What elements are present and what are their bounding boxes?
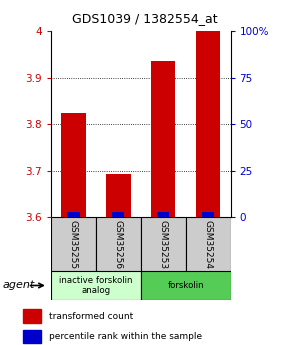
- Bar: [67, 212, 79, 217]
- Text: GSM35253: GSM35253: [159, 219, 168, 269]
- Bar: [51, 271, 141, 300]
- Text: transformed count: transformed count: [49, 312, 133, 321]
- Bar: [196, 31, 220, 217]
- Bar: [186, 217, 231, 271]
- Text: GSM35255: GSM35255: [69, 219, 78, 269]
- Text: inactive forskolin
analog: inactive forskolin analog: [59, 276, 133, 295]
- Bar: [151, 61, 175, 217]
- Bar: [23, 330, 41, 343]
- Bar: [61, 112, 86, 217]
- Bar: [157, 212, 169, 217]
- Text: percentile rank within the sample: percentile rank within the sample: [49, 332, 202, 341]
- Text: GSM35254: GSM35254: [204, 219, 213, 269]
- Bar: [202, 212, 214, 217]
- Bar: [51, 217, 96, 271]
- Text: GSM35256: GSM35256: [114, 219, 123, 269]
- Bar: [112, 212, 124, 217]
- Bar: [141, 271, 231, 300]
- Text: GDS1039 / 1382554_at: GDS1039 / 1382554_at: [72, 12, 218, 25]
- Text: agent: agent: [3, 280, 35, 290]
- Bar: [23, 309, 41, 323]
- Text: forskolin: forskolin: [167, 281, 204, 290]
- Bar: [96, 217, 141, 271]
- Bar: [106, 174, 130, 217]
- Bar: [141, 217, 186, 271]
